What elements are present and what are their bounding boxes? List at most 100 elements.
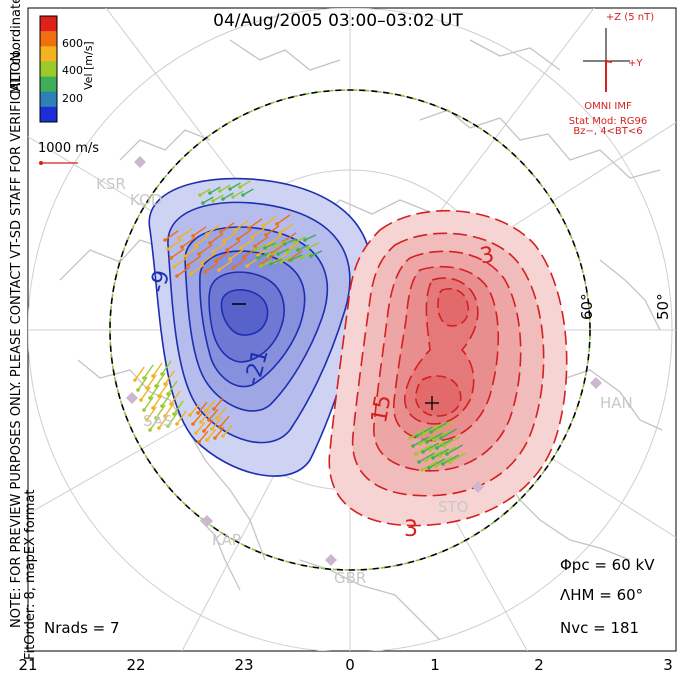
velocity-vector-origin [411, 444, 415, 448]
velocity-vector-origin [217, 268, 221, 272]
station-marker-sas [126, 392, 138, 404]
velocity-vector [199, 188, 211, 196]
velocity-vector [418, 452, 435, 463]
velocity-vector-origin [212, 407, 216, 411]
velocity-vector-origin [169, 256, 173, 260]
velocity-vector [212, 194, 224, 202]
reference-vector: 1000 m/s [38, 141, 99, 165]
latitude-labels: 60° 50° [578, 293, 672, 320]
velocity-vector [220, 222, 235, 233]
mlt-label-0: 0 [345, 656, 355, 674]
velocity-vector [412, 436, 429, 447]
velocity-vector [442, 454, 459, 465]
velocity-vector-origin [222, 239, 226, 243]
velocity-vector [229, 182, 241, 190]
velocity-vector-origin [151, 406, 155, 410]
velocity-vector [270, 258, 283, 265]
velocity-vector [189, 403, 200, 416]
velocity-vector [197, 401, 208, 414]
velocity-vector [205, 399, 216, 412]
station-label-kap: KAP [212, 531, 241, 549]
velocity-vector [204, 262, 219, 273]
mlt-axis: 21 22 23 0 1 2 3 [18, 656, 672, 674]
velocity-vector [446, 444, 463, 455]
velocity-vector-origin [241, 193, 245, 197]
velocity-vector [216, 406, 227, 419]
velocity-vector-origin [208, 241, 212, 245]
velocity-vector-origin [429, 430, 433, 434]
velocity-vector [208, 408, 219, 421]
velocity-vector [167, 239, 182, 250]
velocity-vector-origin [435, 446, 439, 450]
station-label-ksr: KSR [96, 175, 126, 193]
imf-clock: +Z (5 nT) +Y OMNI IMF Stat Mod: RG96 Bz−… [569, 12, 654, 137]
velocity-vector-origin [431, 456, 435, 460]
velocity-vector [239, 180, 251, 188]
velocity-vector [419, 434, 436, 445]
velocity-vector-origin [189, 272, 193, 276]
velocity-vector-origin [438, 454, 442, 458]
velocity-vector-origin [421, 450, 425, 454]
mlt-label-1: 1 [430, 656, 440, 674]
velocity-vector [423, 424, 440, 435]
velocity-vector [300, 252, 313, 259]
contour-label-3a: 3 [478, 242, 496, 269]
velocity-vector [415, 444, 432, 455]
velocity-vector-origin [172, 412, 176, 416]
velocity-vector [215, 251, 230, 262]
velocity-vector-origin [417, 460, 421, 464]
velocity-vector [297, 244, 310, 251]
lat-label-60: 60° [578, 293, 596, 320]
velocity-vector-origin [211, 250, 215, 254]
velocity-vector [209, 233, 224, 244]
velocity-vector [211, 417, 222, 430]
velocity-vector [202, 196, 214, 204]
velocity-vector [433, 430, 450, 441]
map-statistics: Φpc = 60 kV ΛHM = 60° Nvc = 181 Nrads = … [44, 556, 655, 637]
colorbar-band [40, 61, 57, 78]
velocity-vector-origin [276, 252, 280, 256]
stat-phi-pc: Φpc = 60 kV [560, 556, 655, 574]
velocity-vector [198, 430, 209, 443]
velocity-vector-origin [142, 408, 146, 412]
velocity-vector [232, 258, 247, 269]
velocity-vector [262, 216, 277, 227]
station-label-han: HAN [600, 394, 633, 412]
velocity-vector [310, 250, 323, 257]
velocity-vector-origin [425, 440, 429, 444]
velocity-vector [181, 237, 196, 248]
colorbar-tick-600: 600 [62, 37, 83, 50]
map-title: 04/Aug/2005 03:00–03:02 UT [213, 11, 463, 31]
velocity-vector [290, 254, 303, 261]
velocity-vector [432, 448, 449, 459]
velocity-vector-origin [219, 230, 223, 234]
velocity-vector [219, 184, 231, 192]
velocity-vector [149, 416, 160, 431]
velocity-vector-origin [191, 422, 195, 426]
velocity-vector-origin [264, 233, 268, 237]
velocity-vector [155, 372, 166, 387]
velocity-vector-origin [231, 266, 235, 270]
velocity-vector-origin [199, 420, 203, 424]
velocity-vector [161, 360, 172, 375]
coastlines [59, 39, 663, 641]
velocity-vector-origin [269, 262, 273, 266]
reference-vector-label: 1000 m/s [38, 141, 99, 156]
velocity-vector-origin [208, 191, 212, 195]
station-label-sas: SAS [143, 412, 173, 430]
velocity-vector-origin [261, 224, 265, 228]
velocity-vector [195, 235, 210, 246]
velocity-vector-origin [160, 372, 164, 376]
velocity-vector-origin [424, 458, 428, 462]
velocity-vector-origin [166, 424, 170, 428]
velocity-vector-origin [442, 444, 446, 448]
velocity-vector-origin [441, 462, 445, 466]
velocity-vector-origin [245, 264, 249, 268]
velocity-vector-origin [418, 442, 422, 446]
velocity-vector-origin [436, 428, 440, 432]
velocity-vector-origin [210, 427, 214, 431]
velocity-vector [146, 406, 157, 421]
velocity-vector [219, 415, 230, 428]
velocity-vector [206, 224, 221, 235]
velocity-vector [164, 402, 175, 417]
